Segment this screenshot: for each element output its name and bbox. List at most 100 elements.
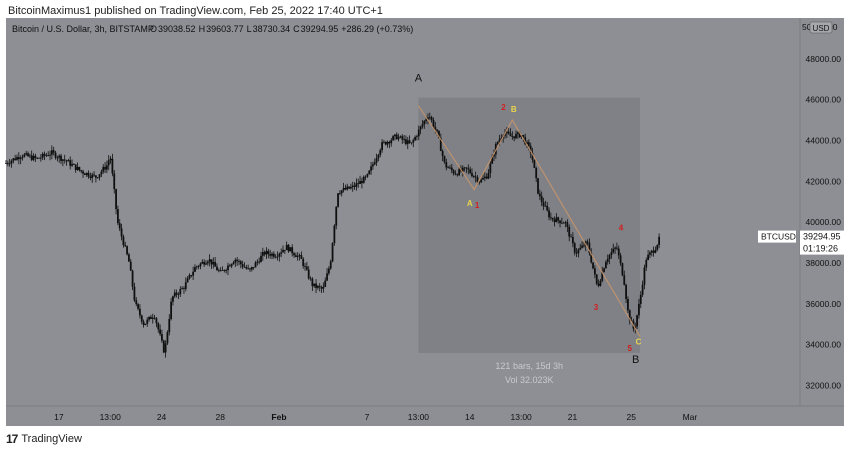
candle bbox=[194, 264, 196, 273]
candle bbox=[355, 178, 358, 191]
candle-body bbox=[30, 155, 33, 160]
candle bbox=[195, 265, 198, 270]
time-axis-background[interactable] bbox=[6, 406, 844, 426]
candle-body bbox=[17, 157, 20, 160]
candle bbox=[318, 283, 321, 292]
candle bbox=[329, 259, 332, 270]
candle-body bbox=[137, 304, 139, 309]
candle-body bbox=[260, 255, 262, 263]
candle-body bbox=[438, 131, 440, 138]
candle-body bbox=[392, 136, 394, 141]
candle bbox=[394, 134, 396, 141]
candle bbox=[133, 282, 136, 302]
candle bbox=[625, 283, 627, 304]
range-bars-label: 121 bars, 15d 3h bbox=[495, 361, 563, 371]
price-axis-background[interactable] bbox=[800, 18, 844, 406]
candle-body bbox=[28, 155, 31, 157]
candle-body bbox=[93, 174, 95, 176]
candle-body bbox=[199, 263, 202, 267]
legend-high-label: H bbox=[199, 24, 206, 34]
candle-body bbox=[72, 164, 75, 165]
candle-body bbox=[280, 252, 283, 254]
candle bbox=[162, 339, 165, 354]
price-tick-label: 46000.00 bbox=[806, 95, 842, 105]
candle-body bbox=[614, 247, 616, 249]
candle-body bbox=[427, 117, 429, 120]
candle-body bbox=[595, 274, 598, 284]
candle-body bbox=[507, 131, 510, 134]
candle bbox=[388, 140, 391, 149]
candle bbox=[142, 319, 145, 328]
candle-body bbox=[575, 252, 578, 254]
candle bbox=[144, 323, 147, 326]
candle bbox=[335, 206, 338, 230]
candle bbox=[30, 150, 33, 162]
candle bbox=[577, 248, 580, 258]
candle bbox=[599, 278, 602, 287]
candle bbox=[478, 181, 481, 185]
candle bbox=[267, 248, 270, 259]
candle-body bbox=[355, 183, 358, 187]
candle-body bbox=[100, 171, 103, 175]
candle-body bbox=[109, 158, 112, 161]
candle-body bbox=[509, 133, 512, 137]
candle bbox=[456, 173, 459, 177]
candle-body bbox=[181, 288, 184, 290]
candle bbox=[199, 262, 202, 270]
candle-body bbox=[335, 206, 338, 226]
candle-body bbox=[89, 176, 92, 178]
candle-body bbox=[450, 167, 453, 171]
date-price-range-box[interactable] bbox=[418, 97, 641, 353]
candle-body bbox=[54, 152, 57, 158]
candle-body bbox=[272, 253, 275, 257]
candle bbox=[223, 269, 226, 273]
candle-body bbox=[516, 132, 519, 134]
candle bbox=[471, 168, 473, 178]
candle-body bbox=[232, 262, 235, 265]
candle bbox=[10, 159, 13, 168]
candle bbox=[184, 277, 187, 292]
candle bbox=[320, 285, 323, 293]
candle bbox=[82, 169, 84, 178]
candle bbox=[311, 277, 314, 292]
candle bbox=[322, 282, 325, 293]
candle-body bbox=[43, 153, 46, 156]
currency-badge-box[interactable] bbox=[809, 21, 833, 34]
candle-body bbox=[361, 180, 363, 184]
legend-low-label: L bbox=[247, 24, 252, 34]
candle bbox=[592, 262, 594, 270]
candle bbox=[537, 178, 539, 195]
candle-body bbox=[456, 174, 459, 176]
candle-body bbox=[423, 120, 426, 125]
candle-body bbox=[221, 270, 224, 271]
candle-body bbox=[434, 126, 437, 130]
wave-path-line[interactable] bbox=[417, 105, 641, 337]
candle bbox=[654, 246, 657, 254]
candle-body bbox=[263, 252, 266, 255]
candle-body bbox=[96, 177, 99, 179]
candle-body bbox=[432, 120, 435, 127]
candle bbox=[340, 189, 343, 197]
candle bbox=[540, 191, 543, 207]
plot-background bbox=[6, 18, 800, 406]
candle bbox=[43, 151, 46, 161]
candle bbox=[56, 155, 59, 162]
candle bbox=[601, 266, 604, 283]
candle-body bbox=[372, 164, 374, 167]
footer-brand[interactable]: 17 TradingView bbox=[6, 432, 82, 446]
candle-body bbox=[527, 142, 530, 146]
candle bbox=[153, 314, 156, 320]
candle bbox=[603, 267, 605, 273]
candle-body bbox=[326, 273, 328, 281]
legend-symbol-title: Bitcoin / U.S. Dollar, 3h, BITSTAMP bbox=[12, 24, 154, 34]
candle bbox=[60, 153, 62, 165]
candle-body bbox=[126, 246, 128, 255]
time-tick-label: 17 bbox=[54, 412, 64, 422]
candle-body bbox=[421, 124, 424, 127]
candle-body bbox=[234, 259, 237, 263]
candle bbox=[241, 260, 244, 270]
candle bbox=[555, 213, 558, 223]
candle-body bbox=[454, 173, 457, 175]
candle bbox=[227, 262, 229, 276]
